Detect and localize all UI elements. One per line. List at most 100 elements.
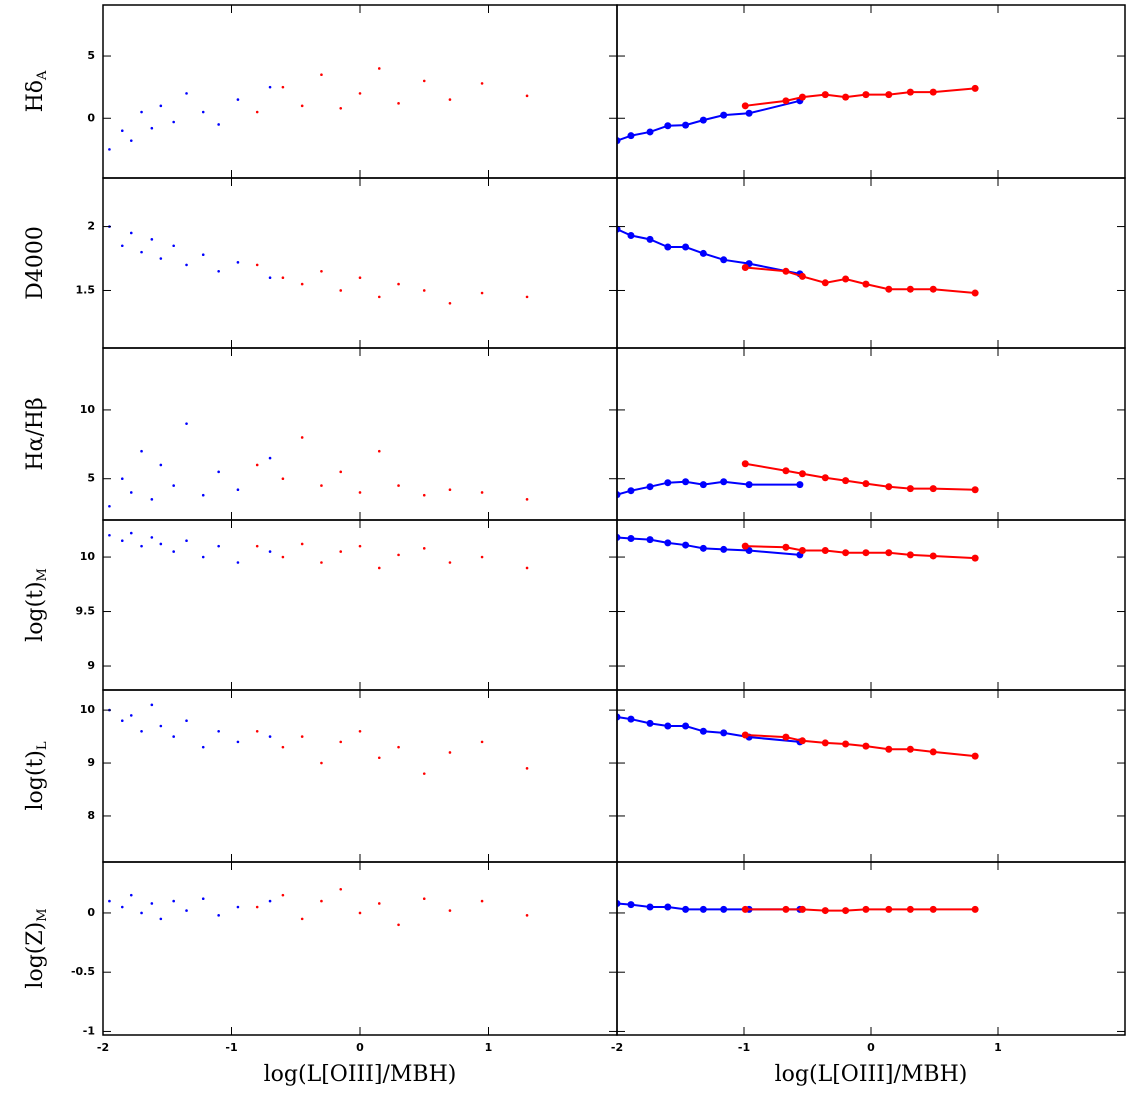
data-layer [617, 84, 979, 145]
scatter-point [377, 295, 381, 299]
panel-frame [616, 861, 1126, 1036]
scatter-point [281, 276, 285, 279]
point [720, 111, 728, 119]
scatter-point [236, 98, 240, 101]
series-line [617, 480, 800, 496]
scatter-point [150, 238, 154, 241]
point [906, 285, 914, 293]
point [664, 479, 672, 487]
series-line [745, 87, 976, 107]
y-label-sub: L [35, 741, 50, 750]
scatter-point [255, 729, 259, 733]
scatter-point [448, 751, 452, 754]
scatter-point [236, 261, 240, 264]
scatter-point [172, 484, 175, 487]
scatter-point [300, 436, 304, 439]
data-layer [108, 703, 529, 775]
data-layer [108, 531, 529, 570]
scatter-point [480, 82, 484, 85]
scatter-point [129, 714, 133, 717]
scatter-point [448, 98, 452, 101]
point [646, 903, 654, 911]
scatter-point [339, 887, 343, 891]
scatter-point [120, 129, 124, 133]
point [741, 263, 749, 271]
scatter-point [397, 282, 400, 286]
scatter-point [201, 745, 205, 749]
y-label-main: D4000 [23, 226, 48, 300]
scatter-point [236, 488, 240, 492]
data-layer [108, 225, 529, 305]
x-tick-label: 1 [994, 1041, 1002, 1054]
scatter-point [480, 491, 484, 494]
panel-frame [102, 177, 618, 349]
scatter-point [159, 917, 163, 921]
scatter-point [185, 719, 188, 722]
point [821, 547, 829, 555]
point [821, 279, 829, 287]
x-tick-label: -1 [225, 1041, 237, 1054]
scatter-point [422, 289, 426, 292]
scatter-point [150, 126, 154, 130]
scatter-point [339, 289, 343, 292]
point [821, 91, 829, 99]
scatter-point [339, 740, 343, 744]
y-label-main: log(Z) [23, 922, 48, 989]
scatter-point [358, 911, 362, 915]
point [885, 745, 893, 753]
x-tick-label: -2 [611, 1041, 623, 1054]
point [862, 549, 870, 557]
scatter-point [255, 905, 259, 909]
point [627, 901, 635, 909]
scatter-point [150, 498, 154, 501]
scatter-point [236, 905, 240, 909]
point [741, 460, 749, 468]
x-tick-label: -1 [738, 1041, 750, 1054]
point [796, 481, 804, 489]
point [906, 485, 914, 493]
scatter-point [377, 67, 381, 70]
point [627, 715, 635, 723]
scatter-point [140, 544, 143, 548]
scatter-point [320, 484, 323, 487]
point [627, 487, 635, 495]
data-layer [617, 713, 979, 760]
panel [616, 4, 1126, 179]
point [627, 535, 635, 543]
scatter-point [236, 561, 240, 564]
scatter-point [185, 422, 188, 425]
scatter-point [525, 498, 529, 501]
scatter-point [268, 85, 272, 89]
point [720, 256, 728, 264]
panel [616, 347, 1126, 521]
scatter-point [281, 85, 285, 89]
scatter-point [201, 493, 205, 497]
y-axis-label: log(Z)M [23, 908, 50, 988]
y-axis-label: HδA [23, 70, 50, 112]
panel-frame [102, 347, 618, 521]
scatter-point [185, 92, 188, 95]
y-label-main: log(t) [23, 750, 48, 810]
scatter-point [268, 550, 272, 553]
panel: -2 -1 0 1 log(L[OIII]/MBH) [611, 861, 1126, 1087]
point [682, 121, 690, 129]
point [885, 905, 893, 913]
point [664, 243, 672, 251]
data-layer [617, 225, 979, 297]
point [646, 536, 654, 544]
y-tick-label: 9 [87, 756, 95, 769]
point [842, 907, 850, 915]
data-layer [617, 899, 979, 915]
scatter-point [268, 456, 272, 460]
point [782, 905, 790, 913]
point [862, 91, 870, 99]
point [929, 748, 937, 756]
x-axis-label: log(L[OIII]/MBH) [264, 1062, 457, 1087]
x-tick-label: 0 [356, 1041, 364, 1054]
point [699, 905, 707, 913]
scatter-point [255, 463, 259, 467]
scatter-point [422, 897, 426, 901]
scatter-point [108, 533, 111, 537]
y-tick-label: 5 [87, 472, 95, 485]
point [798, 737, 806, 745]
